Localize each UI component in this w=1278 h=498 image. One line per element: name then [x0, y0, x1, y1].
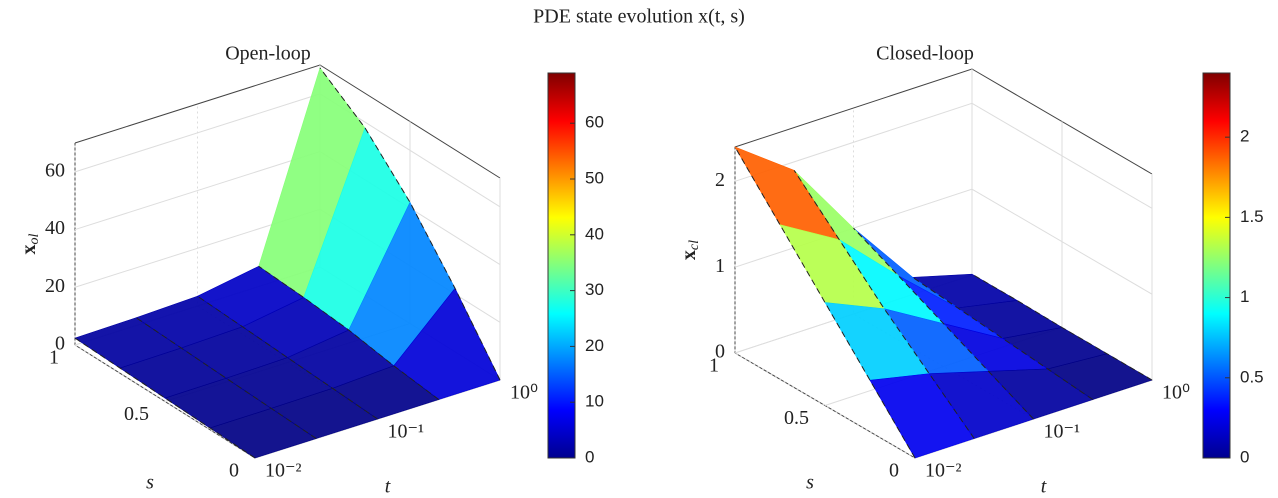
box-edge — [734, 68, 1153, 175]
grid-line — [734, 147, 916, 459]
x-tick-label: 10⁰ — [1162, 382, 1190, 404]
contour-line — [197, 295, 378, 420]
contour-line — [135, 317, 317, 439]
colorbar-tick-label: 0 — [1240, 447, 1249, 466]
axes-title: Open-loop — [225, 43, 311, 65]
colorbar-tick-label: 0 — [585, 447, 594, 466]
box-edge — [74, 64, 501, 179]
surface-cell — [734, 146, 840, 241]
colorbar-tick-label: 2 — [1240, 127, 1249, 146]
colorbar-tick-label: 40 — [585, 224, 604, 243]
z-tick-label: 40 — [45, 217, 65, 239]
contour-line — [793, 170, 975, 439]
x-tick-label: 10⁰ — [510, 382, 538, 404]
contour-line — [912, 276, 1093, 400]
x-tick-label: 10⁻² — [265, 460, 302, 482]
z-label-base: x — [678, 250, 700, 260]
colorbar-tick-label: 20 — [585, 336, 604, 355]
x-axis-label: t — [385, 476, 391, 498]
colorbar-tick-label: 50 — [585, 168, 604, 187]
axes-title: Closed-loop — [876, 43, 974, 65]
x-axis-label: t — [1041, 476, 1047, 498]
contour-line — [853, 227, 1034, 420]
z-tick-label: 1 — [715, 255, 725, 277]
colorbar-tick-label: 10 — [585, 392, 604, 411]
colorbar-tick-label: 1.5 — [1240, 207, 1264, 226]
contour-line — [74, 337, 256, 459]
z-axis-label: xcl — [678, 240, 703, 260]
colorbar — [547, 72, 576, 459]
z-tick-label: 60 — [45, 159, 65, 181]
x-tick-label: 10⁻¹ — [1044, 421, 1081, 443]
y-tick-label: 0 — [229, 460, 239, 482]
z-axis-label: xol — [18, 233, 43, 254]
figure-title: PDE state evolution x(t, s) — [533, 6, 745, 28]
contour-line — [319, 67, 501, 381]
colorbar-tick-label: 30 — [585, 280, 604, 299]
x-tick-label: 10⁻² — [925, 460, 962, 482]
y-axis-label: s — [806, 472, 814, 494]
colorbar-tick-label: 1 — [1240, 287, 1249, 306]
grid-line — [74, 143, 256, 459]
z-tick-label: 2 — [715, 169, 725, 191]
y-tick-label: 1 — [709, 355, 719, 377]
z-label-base: x — [18, 244, 40, 254]
colorbar-tick-label: 60 — [585, 113, 604, 132]
x-tick-label: 10⁻¹ — [388, 421, 425, 443]
y-tick-label: 0.5 — [784, 407, 809, 429]
colorbar — [1202, 72, 1231, 459]
contour-line — [258, 265, 440, 400]
surface-cell — [869, 373, 975, 459]
z-label-sub: ol — [27, 233, 42, 244]
grid-line — [853, 108, 1034, 420]
contour-line — [971, 273, 1153, 381]
y-tick-label: 0 — [889, 460, 899, 482]
y-axis-label: s — [146, 472, 154, 494]
z-label-sub: cl — [687, 240, 702, 250]
y-tick-label: 0.5 — [124, 403, 149, 425]
z-tick-label: 0 — [55, 333, 65, 355]
z-tick-label: 20 — [45, 275, 65, 297]
z-tick-label: 0 — [715, 341, 725, 363]
colorbar-tick-label: 0.5 — [1240, 367, 1264, 386]
y-tick-label: 1 — [49, 347, 59, 369]
